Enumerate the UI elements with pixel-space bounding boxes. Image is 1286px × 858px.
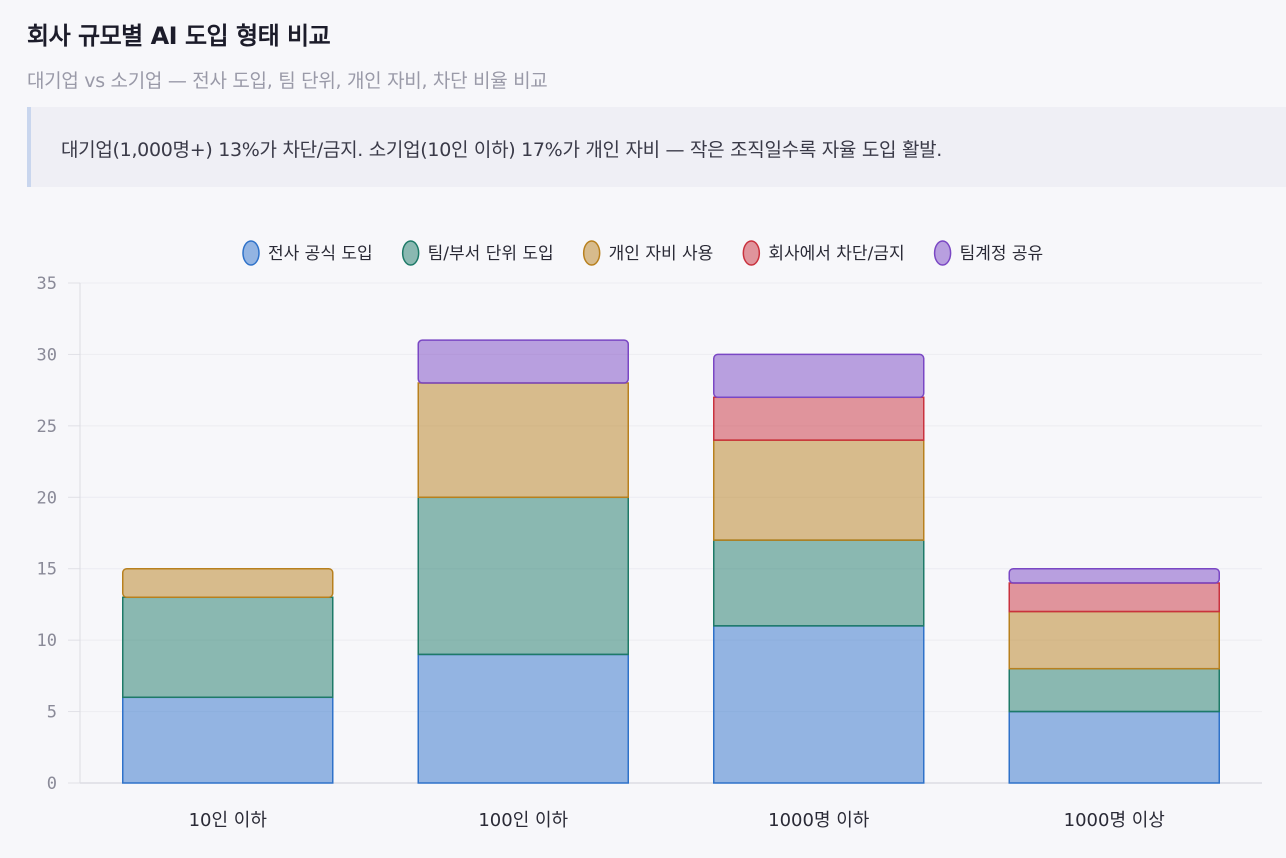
- insight-text: 대기업(1,000명+) 13%가 차단/금지. 소기업(10인 이하) 17%…: [61, 139, 943, 161]
- bar-segment: [122, 567, 334, 599]
- y-tick-label: 10: [37, 631, 57, 651]
- y-tick-label: 15: [37, 560, 57, 580]
- legend-swatch-icon: [742, 240, 761, 266]
- bar-segment: [1008, 567, 1220, 584]
- y-tick-label: 25: [37, 417, 57, 437]
- bar-segment: [1008, 582, 1220, 613]
- bar-segment: [713, 396, 925, 441]
- legend-label: 개인 자비 사용: [609, 244, 714, 264]
- bar-segment: [713, 439, 925, 541]
- legend-swatch-icon: [242, 240, 260, 266]
- x-tick-label: 10인 이하: [189, 810, 268, 831]
- y-tick-label: 20: [37, 488, 57, 508]
- bar-segment: [713, 539, 925, 627]
- insight-callout: 대기업(1,000명+) 13%가 차단/금지. 소기업(10인 이하) 17%…: [27, 107, 1286, 187]
- bar-segment: [417, 496, 629, 656]
- bar-segment: [417, 339, 629, 384]
- bar-segment: [122, 696, 334, 784]
- legend-swatch-icon: [401, 240, 420, 266]
- bar-segment: [417, 382, 629, 499]
- legend-swatch-icon: [933, 240, 952, 266]
- bar-segment: [713, 353, 925, 399]
- bar-segment: [1008, 610, 1220, 670]
- x-tick-label: 1000명 이상: [1064, 810, 1165, 831]
- legend-label: 회사에서 차단/금지: [768, 244, 904, 264]
- legend-label: 전사 공식 도입: [268, 244, 373, 264]
- page-subtitle: 대기업 vs 소기업 — 전사 도입, 팀 단위, 개인 자비, 차단 비율 비…: [27, 70, 548, 92]
- legend-label: 팀계정 공유: [960, 244, 1044, 264]
- bar-segment: [417, 653, 629, 784]
- x-tick-label: 100인 이하: [478, 810, 568, 831]
- bar-segment: [1008, 667, 1220, 713]
- page-title: 회사 규모별 AI 도입 형태 비교: [27, 22, 331, 50]
- y-tick-label: 35: [37, 274, 57, 294]
- legend-swatch-icon: [582, 240, 601, 266]
- y-tick-label: 0: [47, 774, 57, 794]
- bar-segment: [713, 625, 925, 784]
- y-tick-label: 5: [47, 703, 57, 723]
- legend-label: 팀/부서 단위 도입: [428, 244, 554, 264]
- y-tick-label: 30: [37, 345, 57, 365]
- bar-segment: [122, 596, 334, 699]
- x-tick-label: 1000명 이하: [768, 810, 870, 831]
- bar-segment: [1008, 710, 1220, 784]
